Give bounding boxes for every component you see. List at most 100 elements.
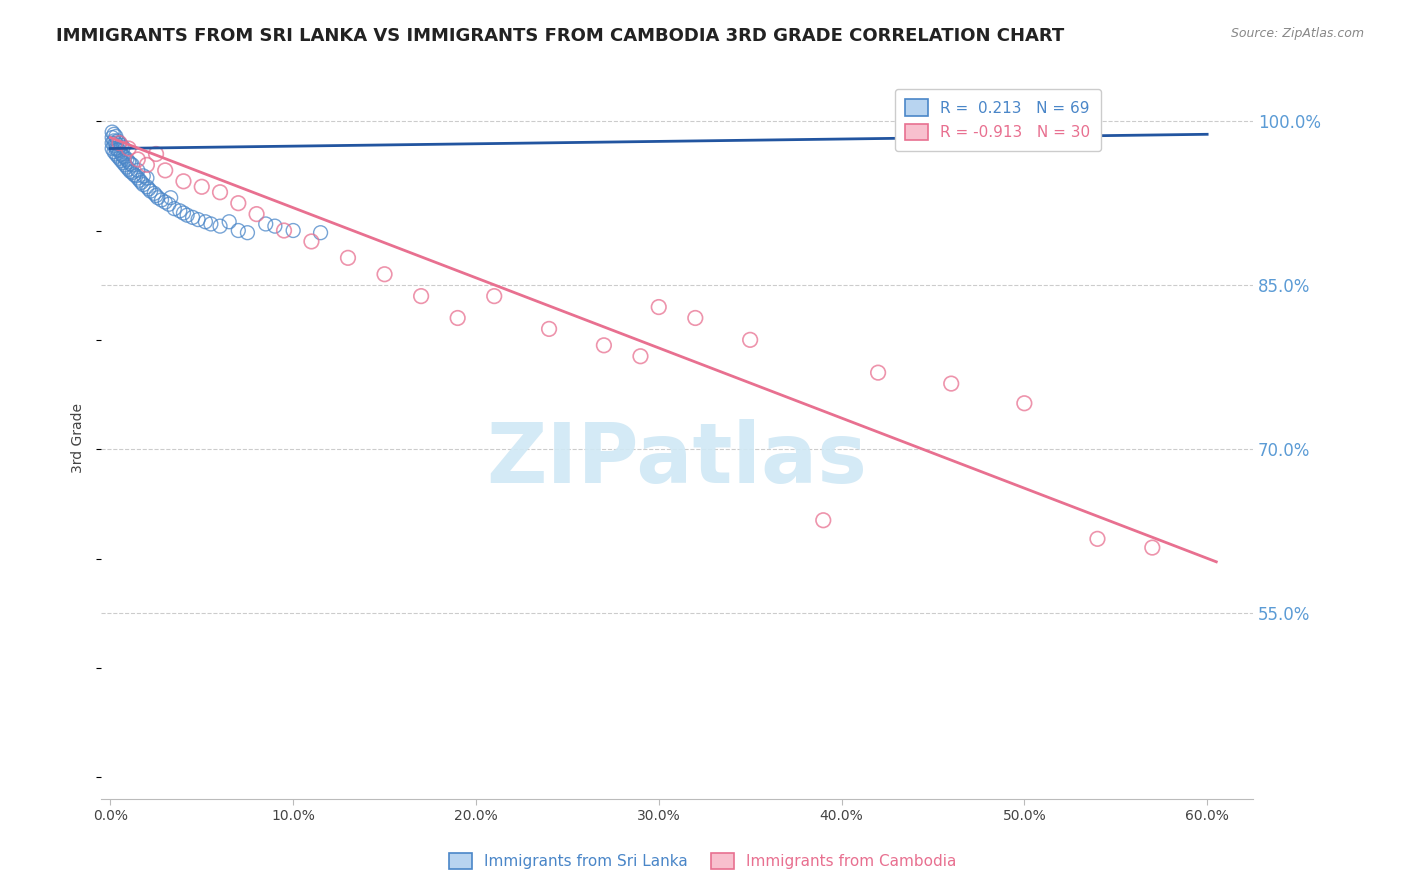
Point [245, 207, 267, 221]
Point [157, 197, 180, 211]
Point [194, 215, 217, 229]
Point [236, 226, 259, 240]
Text: IMMIGRANTS FROM SRI LANKA VS IMMIGRANTS FROM CAMBODIA 3RD GRADE CORRELATION CHAR: IMMIGRANTS FROM SRI LANKA VS IMMIGRANTS … [56, 27, 1064, 45]
Point [139, 184, 162, 198]
Point [127, 153, 149, 167]
Point [190, 179, 212, 194]
Point [374, 267, 396, 281]
Point [107, 143, 129, 157]
Point [132, 178, 155, 192]
Text: ZIPatlas: ZIPatlas [486, 419, 868, 500]
Text: Source: ZipAtlas.com: Source: ZipAtlas.com [1230, 27, 1364, 40]
Point [169, 203, 191, 218]
Point [176, 208, 198, 222]
Point [135, 171, 157, 186]
Point [108, 152, 131, 166]
Point [117, 141, 139, 155]
Y-axis label: 3rd Grade: 3rd Grade [72, 403, 86, 474]
Point [226, 223, 249, 237]
Point [103, 145, 125, 159]
Point [337, 251, 360, 265]
Point [648, 300, 671, 314]
Point [226, 196, 249, 211]
Point [153, 163, 176, 178]
Point [813, 513, 835, 527]
Point [120, 164, 142, 178]
Point [138, 182, 160, 196]
Point [685, 310, 707, 325]
Point [187, 212, 209, 227]
Point [108, 144, 131, 158]
Point [120, 157, 142, 171]
Point [163, 202, 186, 216]
Point [103, 138, 125, 153]
Point [121, 165, 143, 179]
Point [131, 175, 153, 189]
Point [110, 138, 132, 153]
Point [128, 173, 150, 187]
Point [208, 186, 231, 200]
Point [101, 136, 124, 150]
Point [143, 186, 166, 201]
Point [135, 158, 157, 172]
Point [1014, 396, 1036, 410]
Point [868, 366, 890, 380]
Point [538, 322, 561, 336]
Point [150, 193, 173, 207]
Point [309, 226, 332, 240]
Point [740, 333, 762, 347]
Point [172, 174, 194, 188]
Point [108, 136, 131, 150]
Point [107, 149, 129, 163]
Point [114, 158, 136, 172]
Point [115, 153, 138, 167]
Point [273, 223, 295, 237]
Point [104, 147, 127, 161]
Point [1087, 532, 1109, 546]
Point [103, 134, 125, 148]
Point [145, 147, 167, 161]
Point [108, 136, 131, 150]
Point [101, 130, 124, 145]
Point [159, 191, 181, 205]
Point [200, 217, 222, 231]
Point [254, 217, 277, 231]
Point [181, 211, 204, 225]
Point [447, 310, 470, 325]
Point [101, 141, 124, 155]
Point [114, 150, 136, 164]
Point [145, 188, 167, 202]
Point [127, 163, 149, 178]
Point [122, 168, 145, 182]
Point [104, 129, 127, 144]
Point [125, 169, 148, 183]
Point [411, 289, 433, 303]
Point [104, 136, 127, 150]
Legend: R =  0.213   N = 69, R = -0.913   N = 30: R = 0.213 N = 69, R = -0.913 N = 30 [894, 88, 1101, 151]
Point [135, 179, 157, 194]
Point [146, 191, 169, 205]
Point [1142, 541, 1164, 555]
Point [104, 141, 127, 155]
Point [301, 235, 323, 249]
Point [121, 158, 143, 172]
Point [208, 219, 231, 234]
Point [941, 376, 963, 391]
Point [263, 219, 285, 234]
Point [110, 147, 132, 161]
Point [107, 134, 129, 148]
Point [132, 169, 155, 183]
Point [117, 154, 139, 169]
Point [281, 223, 304, 237]
Point [153, 195, 176, 210]
Point [630, 349, 652, 363]
Point [218, 215, 240, 229]
Point [484, 289, 506, 303]
Point [101, 125, 124, 139]
Point [127, 171, 149, 186]
Point [117, 162, 139, 177]
Point [172, 206, 194, 220]
Point [112, 155, 135, 169]
Point [112, 149, 135, 163]
Point [593, 338, 616, 352]
